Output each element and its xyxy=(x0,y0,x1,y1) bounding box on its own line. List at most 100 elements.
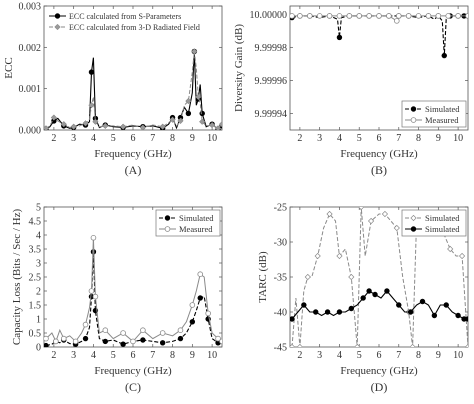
data-point xyxy=(336,309,343,315)
data-point xyxy=(88,69,95,75)
series-line-1 xyxy=(291,15,468,56)
data-point xyxy=(313,309,319,315)
data-point xyxy=(381,210,389,218)
x-tick-label: 6 xyxy=(377,350,382,361)
data-point xyxy=(395,13,402,19)
data-point xyxy=(316,13,323,19)
y-tick-label: -35 xyxy=(274,273,287,284)
x-tick-label: 9 xyxy=(436,350,441,361)
panel-label: (C) xyxy=(125,380,141,394)
panel-label: (A) xyxy=(125,163,142,177)
x-tick-label: 6 xyxy=(131,350,136,361)
x-tick-label: 3 xyxy=(71,350,76,361)
data-point xyxy=(199,118,206,125)
legend-marker xyxy=(410,106,417,112)
data-point xyxy=(185,110,192,117)
panel-label: (B) xyxy=(371,163,387,177)
series-line-1 xyxy=(291,207,468,347)
y-tick-label: -45 xyxy=(274,343,287,354)
legend-marker xyxy=(410,214,417,222)
data-point xyxy=(177,327,184,334)
data-point xyxy=(465,316,468,322)
data-point xyxy=(82,335,89,342)
x-tick-label: 7 xyxy=(396,133,401,144)
data-point xyxy=(415,13,422,19)
data-point xyxy=(60,335,67,342)
data-point xyxy=(159,123,166,130)
legend-marker xyxy=(54,13,61,19)
x-tick-label: 7 xyxy=(150,350,155,361)
x-tick-label: 5 xyxy=(357,133,362,144)
data-point xyxy=(169,116,176,123)
data-point xyxy=(336,13,343,19)
x-tick-label: 3 xyxy=(71,133,76,144)
legend-marker xyxy=(410,226,417,232)
data-point xyxy=(297,13,303,19)
data-point xyxy=(458,252,466,260)
data-point xyxy=(407,309,414,315)
x-tick-label: 5 xyxy=(111,133,116,144)
data-point xyxy=(393,224,400,232)
data-point xyxy=(366,13,372,19)
data-point xyxy=(290,316,295,322)
data-point xyxy=(296,343,303,347)
data-point xyxy=(376,13,382,19)
data-point xyxy=(159,340,166,346)
x-tick-label: 9 xyxy=(436,133,441,144)
data-point xyxy=(195,93,202,101)
y-tick-label: 5 xyxy=(36,203,41,214)
data-point xyxy=(44,335,49,342)
y-axis-label: TARC (dB) xyxy=(257,251,269,303)
y-tick-label: 0 xyxy=(36,343,41,354)
legend-label: Simulated xyxy=(425,104,460,114)
data-point xyxy=(139,124,147,130)
y-tick-label: 0.5 xyxy=(29,329,42,340)
x-tick-label: 4 xyxy=(91,350,96,361)
data-point xyxy=(367,217,375,225)
data-point xyxy=(358,207,365,211)
panel-c: 2 3 4 5 6 7 8 9 10 0 0.5 1 1.5 2 2.5 3 3.5 4 4.5 5 Frequency… xyxy=(11,203,223,394)
data-point xyxy=(90,235,97,241)
data-point xyxy=(455,13,461,19)
y-axis-label: Diversity Gain (dB) xyxy=(233,24,245,112)
x-tick-label: 5 xyxy=(357,350,362,361)
x-tick-label: 8 xyxy=(416,133,421,144)
data-point xyxy=(44,342,49,347)
data-point xyxy=(177,335,184,342)
data-point xyxy=(443,302,449,308)
x-tick-label: 3 xyxy=(317,350,322,361)
data-point xyxy=(336,252,343,260)
y-tick-label: 0.000 xyxy=(19,126,42,137)
data-point xyxy=(445,13,452,19)
data-point xyxy=(455,312,461,319)
data-point xyxy=(102,338,109,345)
y-tick-label: 9.99996 xyxy=(255,76,288,87)
y-tick-label: 1.5 xyxy=(29,301,42,312)
data-point xyxy=(386,13,392,19)
y-tick-label: 0.003 xyxy=(19,2,42,13)
y-tick-label: 3 xyxy=(36,259,41,270)
y-tick-label: 0.002 xyxy=(19,43,42,54)
data-point xyxy=(70,123,77,130)
legend-marker xyxy=(410,117,417,123)
data-point xyxy=(447,245,454,253)
data-point xyxy=(336,34,343,41)
x-tick-label: 10 xyxy=(207,350,217,361)
plot-area xyxy=(290,13,468,59)
data-point xyxy=(82,120,89,127)
data-point xyxy=(348,273,355,281)
data-point xyxy=(405,13,412,19)
y-tick-label: 2 xyxy=(36,287,41,298)
legend-marker xyxy=(164,215,171,221)
y-tick-label: 9.99994 xyxy=(255,109,288,120)
data-point xyxy=(441,52,447,59)
data-point xyxy=(140,327,146,334)
panel-d: 2 3 4 5 6 7 8 9 10 -45 -40 -35 -30 -25 Frequency (GHz)… xyxy=(257,203,469,394)
data-point xyxy=(393,18,400,24)
plot-area xyxy=(44,48,222,130)
data-point xyxy=(290,343,296,347)
data-point xyxy=(348,305,355,312)
legend: ECC calculated from S-Parameters ECC calc… xyxy=(49,12,200,32)
